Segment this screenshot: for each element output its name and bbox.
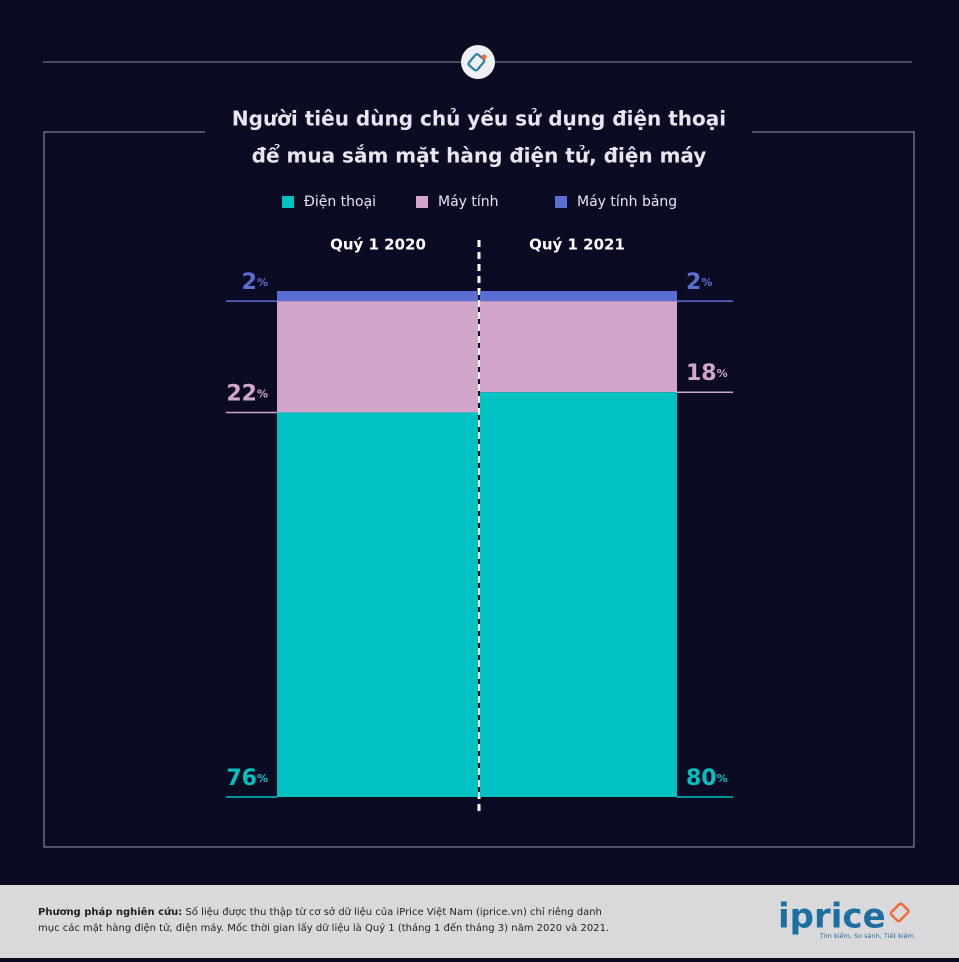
bar-segment — [277, 301, 478, 413]
logo: iprice — [778, 897, 886, 937]
legend-label: Máy tính — [438, 194, 499, 210]
footer-band — [0, 885, 959, 958]
method-label: Phương pháp nghiên cứu: — [38, 906, 182, 918]
legend-label: Máy tính bảng — [577, 194, 677, 210]
value-label: 2% — [686, 270, 712, 295]
x-tick-label: Quý 1 2021 — [529, 236, 625, 254]
value-unit: % — [257, 772, 268, 785]
icon-dot — [481, 54, 487, 60]
bar-segment — [480, 301, 677, 393]
value-unit: % — [257, 387, 268, 400]
bar-segment — [480, 291, 677, 302]
value-label: 22% — [226, 381, 268, 406]
value-unit: % — [701, 276, 712, 289]
legend-swatch — [416, 196, 428, 208]
bar-segment — [480, 392, 677, 797]
chart-title: để mua sắm mặt hàng điện tử, điện máy — [252, 144, 707, 168]
bar-segment — [277, 291, 478, 302]
logo-tag — [889, 902, 910, 923]
method-text: Số liệu được thu thập từ cơ sở dữ liệu c… — [185, 906, 601, 918]
value-number: 18 — [686, 361, 717, 386]
chart-title: Người tiêu dùng chủ yếu sử dụng điện tho… — [232, 107, 726, 131]
value-unit: % — [717, 772, 728, 785]
tagline: Tìm kiếm, So sánh, Tiết kiệm — [819, 932, 914, 940]
value-unit: % — [257, 276, 268, 289]
background — [0, 0, 959, 885]
value-number: 76 — [226, 766, 257, 791]
icon — [461, 45, 495, 79]
x-tick-label: Quý 1 2020 — [330, 236, 426, 254]
value-unit: % — [717, 367, 728, 380]
legend-label: Điện thoại — [304, 194, 376, 210]
value-number: 2 — [686, 270, 701, 295]
value-label: 76% — [226, 766, 268, 791]
icon-tag — [467, 53, 486, 72]
value-number: 2 — [242, 270, 257, 295]
footer-text: Phương pháp nghiên cứu: Số liệu được thu… — [38, 906, 602, 918]
value-label: 80% — [686, 766, 728, 791]
legend-swatch — [555, 196, 567, 208]
frame — [43, 131, 915, 848]
method-text: mục các mặt hàng điện tử, điện máy. Mốc … — [38, 922, 609, 934]
value-label: 18% — [686, 361, 728, 386]
value-number: 22 — [226, 381, 257, 406]
value-number: 80 — [686, 766, 717, 791]
bar-segment — [277, 412, 478, 797]
legend-swatch — [282, 196, 294, 208]
value-label: 2% — [242, 270, 268, 295]
